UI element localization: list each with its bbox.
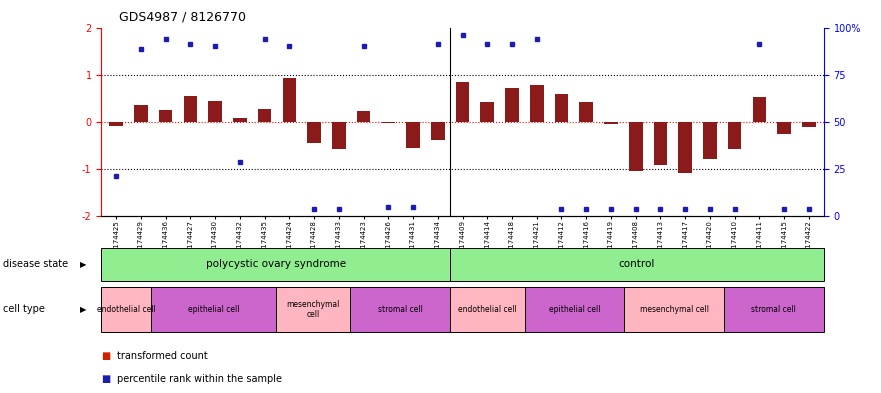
Text: transformed count: transformed count	[117, 351, 208, 361]
Bar	[777, 122, 791, 134]
Bar	[505, 88, 519, 122]
Text: ■: ■	[101, 374, 110, 384]
Text: epithelial cell: epithelial cell	[188, 305, 239, 314]
Text: ■: ■	[101, 351, 110, 361]
Bar	[450, 287, 525, 332]
Bar	[183, 96, 197, 122]
Bar	[101, 248, 450, 281]
Text: ▶: ▶	[80, 305, 87, 314]
Bar	[450, 248, 824, 281]
Bar	[134, 105, 148, 122]
Text: ▶: ▶	[80, 260, 87, 269]
Bar	[152, 287, 276, 332]
Bar	[381, 122, 395, 123]
Bar	[159, 110, 173, 122]
Bar	[703, 122, 717, 159]
Bar	[357, 112, 370, 122]
Bar	[580, 102, 593, 122]
Bar	[555, 94, 568, 122]
Bar	[109, 122, 123, 126]
Bar	[654, 122, 667, 165]
Bar	[351, 287, 450, 332]
Text: stromal cell: stromal cell	[378, 305, 423, 314]
Text: mesenchymal cell: mesenchymal cell	[640, 305, 709, 314]
Text: control: control	[618, 259, 655, 269]
Bar	[307, 122, 321, 143]
Bar	[604, 122, 618, 124]
Bar	[276, 287, 351, 332]
Bar	[258, 108, 271, 122]
Text: epithelial cell: epithelial cell	[549, 305, 600, 314]
Bar	[802, 122, 816, 127]
Text: GDS4987 / 8126770: GDS4987 / 8126770	[119, 11, 246, 24]
Bar	[752, 97, 766, 122]
Text: endothelial cell: endothelial cell	[97, 305, 156, 314]
Bar	[283, 79, 296, 122]
Text: percentile rank within the sample: percentile rank within the sample	[117, 374, 282, 384]
Bar	[455, 82, 470, 122]
Text: mesenchymal
cell: mesenchymal cell	[286, 300, 340, 319]
Bar	[728, 122, 742, 149]
Text: stromal cell: stromal cell	[751, 305, 796, 314]
Text: cell type: cell type	[3, 305, 45, 314]
Text: endothelial cell: endothelial cell	[458, 305, 517, 314]
Bar	[629, 122, 642, 171]
Bar	[724, 287, 824, 332]
Bar	[525, 287, 625, 332]
Text: polycystic ovary syndrome: polycystic ovary syndrome	[205, 259, 345, 269]
Bar	[233, 118, 247, 122]
Bar	[431, 122, 445, 140]
Bar	[678, 122, 692, 173]
Bar	[406, 122, 420, 148]
Bar	[332, 122, 345, 149]
Bar	[101, 287, 152, 332]
Text: disease state: disease state	[3, 259, 68, 269]
Bar	[530, 85, 544, 122]
Bar	[208, 101, 222, 122]
Bar	[480, 102, 494, 122]
Bar	[625, 287, 724, 332]
